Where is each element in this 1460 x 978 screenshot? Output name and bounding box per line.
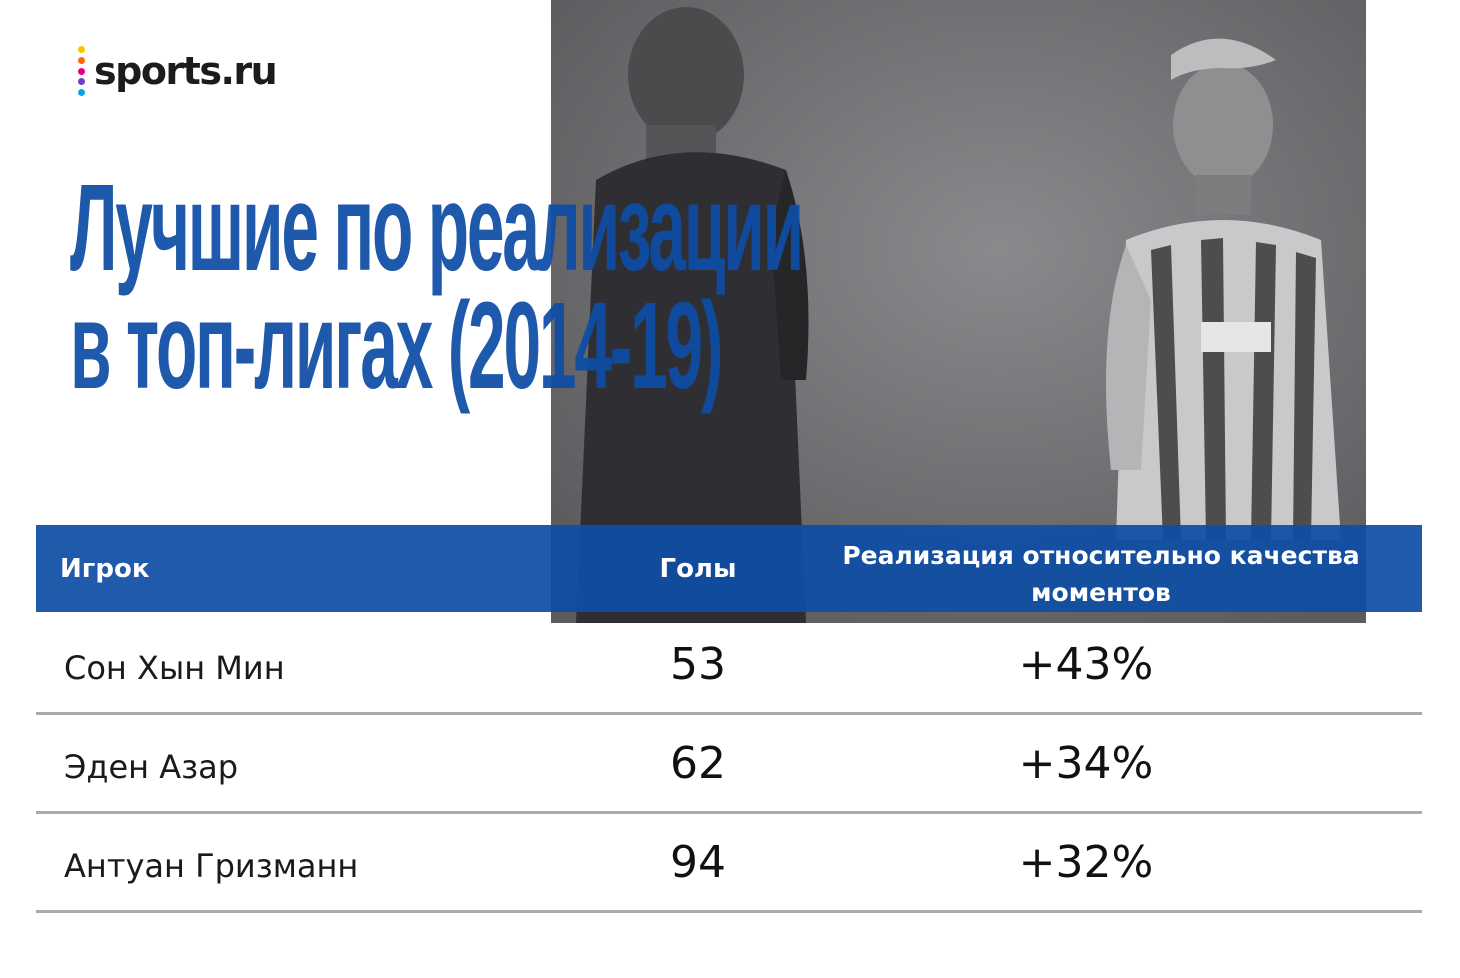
table-header: Игрок Голы Реализация относительно качес… xyxy=(36,525,1422,612)
sports-ru-logo: sports.ru xyxy=(78,46,278,96)
cell-realization: +32% xyxy=(1018,837,1154,888)
background-photo xyxy=(551,0,1366,623)
logo-dot-yellow xyxy=(78,46,85,53)
cell-player: Эден Азар xyxy=(64,748,239,786)
logo-dot-blue xyxy=(78,89,85,96)
cell-goals: 62 xyxy=(670,738,726,789)
cell-player: Сон Хын Мин xyxy=(64,649,285,687)
column-header-realization: Реализация относительно качества моменто… xyxy=(842,541,1360,607)
logo-text: sports.ru xyxy=(94,49,278,93)
cell-goals: 53 xyxy=(670,639,726,690)
cell-goals: 94 xyxy=(670,837,726,888)
chart-title: Лучшие по реализации в топ-лигах (2014-1… xyxy=(70,160,1401,415)
logo-dot-pink xyxy=(78,67,85,75)
cell-player: Антуан Гризманн xyxy=(64,847,359,885)
column-header-player: Игрок xyxy=(60,554,150,584)
column-header-goals: Голы xyxy=(659,554,737,584)
table-row: Антуан Гризманн 94 +32% xyxy=(36,812,1422,913)
right-player-silhouette xyxy=(1106,38,1341,540)
logo-dot-purple xyxy=(78,78,85,86)
cell-realization: +34% xyxy=(1018,738,1154,789)
table-row: Сон Хын Мин 53 +43% xyxy=(36,614,1422,715)
logo-dots-icon xyxy=(78,46,86,96)
table-row: Эден Азар 62 +34% xyxy=(36,713,1422,814)
left-player-silhouette xyxy=(576,7,809,623)
logo-dot-orange xyxy=(78,56,85,64)
players-photo-illustration xyxy=(551,0,1366,623)
title-line-1: Лучшие по реализации xyxy=(70,160,804,297)
title-line-2: в топ-лигах (2014-19) xyxy=(70,278,723,415)
cell-realization: +43% xyxy=(1018,639,1154,690)
